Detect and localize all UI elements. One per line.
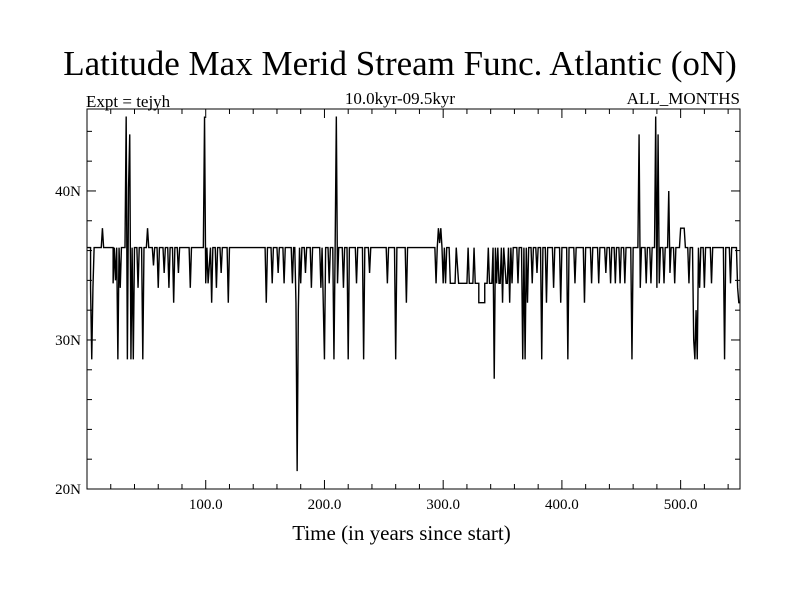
y-tick-label: 40N	[55, 184, 81, 200]
x-tick-label: 400.0	[545, 497, 579, 513]
y-tick-label: 30N	[55, 333, 81, 349]
chart-title: Latitude Max Merid Stream Func. Atlantic…	[63, 44, 737, 83]
months-label: ALL_MONTHS	[626, 89, 740, 108]
experiment-label: Expt = tejyh	[86, 92, 171, 111]
x-tick-label: 500.0	[664, 497, 698, 513]
time-range-label: 10.0kyr-09.5kyr	[344, 89, 456, 108]
y-tick-label: 20N	[55, 482, 81, 498]
series-line-latitude_max	[87, 116, 740, 472]
x-tick-label: 200.0	[308, 497, 342, 513]
x-tick-label: 300.0	[426, 497, 460, 513]
x-axis-label: Time (in years since start)	[292, 521, 511, 545]
plot-frame	[86, 108, 741, 490]
x-tick-label: 100.0	[189, 497, 223, 513]
